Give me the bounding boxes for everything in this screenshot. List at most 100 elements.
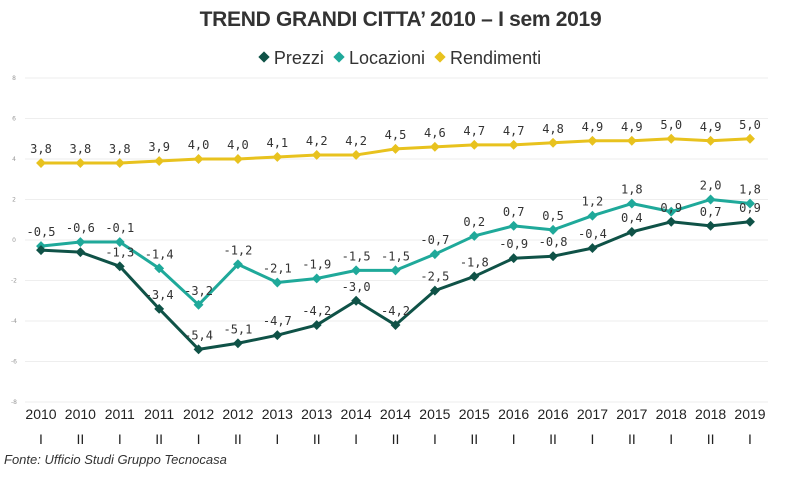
data-label-rendimenti: 4,9	[621, 120, 643, 134]
data-label-rendimenti: 4,0	[188, 138, 210, 152]
data-point-rendimenti	[705, 135, 716, 146]
x-tick-label-semester: I	[748, 431, 752, 447]
data-label-rendimenti: 3,8	[70, 142, 92, 156]
data-label-prezzi: -0,9	[499, 237, 528, 251]
data-point-prezzi	[587, 243, 598, 254]
data-point-prezzi	[232, 338, 243, 349]
data-point-prezzi	[311, 320, 322, 330]
legend: Prezzi Locazioni Rendimenti	[0, 48, 801, 69]
data-label-prezzi: 0,7	[700, 205, 722, 219]
x-tick-label-semester: II	[628, 431, 636, 447]
data-label-locazioni: -0,1	[105, 221, 134, 235]
data-point-locazioni	[351, 265, 362, 276]
data-point-prezzi	[666, 216, 677, 227]
x-tick-label-year: 2017	[577, 406, 608, 422]
data-label-locazioni: 2,0	[700, 179, 722, 193]
data-point-locazioni	[745, 198, 755, 209]
data-point-rendimenti	[36, 158, 46, 168]
data-label-rendimenti: 4,8	[542, 122, 564, 136]
data-label-prezzi: -5,1	[223, 322, 252, 336]
x-tick-label-year: 2014	[380, 406, 411, 422]
x-tick-label-semester: II	[707, 431, 715, 447]
x-tick-label-year: 2014	[341, 406, 372, 422]
data-label-locazioni: -2,1	[263, 262, 292, 276]
data-label-locazioni: -0,5	[27, 225, 56, 239]
x-tick-label-year: 2016	[498, 406, 529, 422]
data-point-locazioni	[548, 224, 559, 235]
x-tick-label-semester: I	[354, 431, 358, 447]
data-point-locazioni	[469, 231, 480, 241]
data-label-locazioni: 1,8	[621, 183, 643, 197]
grid	[25, 77, 768, 403]
data-label-prezzi: -0,8	[539, 235, 568, 249]
data-label-prezzi: -3,4	[145, 288, 174, 302]
data-point-locazioni	[193, 299, 204, 310]
data-point-prezzi	[705, 220, 716, 231]
x-tick-label-year: 2018	[656, 406, 687, 422]
y-tick-label: 6	[12, 116, 16, 123]
data-label-locazioni: 1,8	[739, 183, 761, 197]
data-label-locazioni: 1,2	[582, 195, 604, 209]
data-label-rendimenti: 5,0	[739, 118, 761, 132]
data-point-rendimenti	[469, 139, 480, 150]
x-tick-label-year: 2013	[262, 406, 293, 422]
data-point-prezzi	[745, 216, 755, 227]
data-point-prezzi	[351, 295, 362, 306]
y-tick-label: 8	[12, 75, 16, 82]
data-point-locazioni	[705, 194, 716, 205]
data-point-rendimenti	[311, 150, 322, 160]
data-point-rendimenti	[548, 137, 559, 148]
data-point-prezzi	[36, 245, 46, 256]
data-label-rendimenti: 5,0	[660, 118, 682, 132]
data-point-locazioni	[272, 277, 283, 288]
data-label-prezzi: -4,7	[263, 314, 292, 328]
x-axis: 2010I2010II2011I2011II2012I2012II2013I20…	[25, 406, 765, 447]
data-point-rendimenti	[745, 133, 755, 144]
x-tick-label-year: 2017	[616, 406, 647, 422]
data-label-prezzi: -5,4	[184, 328, 213, 342]
x-tick-label-semester: II	[313, 431, 321, 447]
data-point-rendimenti	[154, 156, 165, 166]
data-label-prezzi: -1,8	[460, 255, 489, 269]
data-point-rendimenti	[232, 154, 243, 164]
y-tick-label: 4	[12, 156, 16, 163]
legend-label: Prezzi	[273, 48, 324, 68]
data-point-prezzi	[626, 226, 637, 237]
legend-label: Locazioni	[348, 48, 426, 68]
data-point-rendimenti	[193, 154, 204, 164]
x-tick-label-semester: I	[669, 431, 673, 447]
x-tick-label-year: 2010	[65, 406, 96, 422]
data-label-prezzi: 0,4	[621, 211, 643, 225]
y-tick-label: 0	[12, 237, 16, 244]
series-group	[36, 133, 755, 355]
x-tick-label-semester: I	[39, 431, 43, 447]
data-point-locazioni	[114, 237, 125, 247]
chart-title: TREND GRANDI CITTA’ 2010 – I sem 2019	[199, 8, 602, 31]
data-label-rendimenti: 4,7	[463, 124, 485, 138]
data-label-prezzi: -4,2	[381, 304, 410, 318]
data-label-rendimenti: 4,9	[700, 120, 722, 134]
data-label-locazioni: 0,5	[542, 209, 564, 223]
data-label-prezzi: 0,9	[739, 201, 761, 215]
data-point-locazioni	[626, 198, 637, 209]
data-label-locazioni: -1,5	[381, 249, 410, 263]
data-label-locazioni: -0,6	[66, 221, 95, 235]
data-point-locazioni	[429, 249, 440, 260]
x-tick-label-semester: II	[470, 431, 478, 447]
x-tick-label-semester: I	[512, 431, 516, 447]
legend-label: Rendimenti	[450, 48, 542, 68]
x-tick-label-semester: II	[76, 431, 84, 447]
data-label-rendimenti: 4,2	[306, 134, 328, 148]
data-point-rendimenti	[351, 150, 362, 160]
data-label-rendimenti: 4,1	[266, 136, 288, 150]
data-point-prezzi	[429, 285, 440, 296]
data-point-locazioni	[390, 265, 401, 276]
source-note: Fonte: Ufficio Studi Gruppo Tecnocasa	[4, 452, 227, 467]
data-label-prezzi: -0,4	[578, 227, 607, 241]
data-label-locazioni: 0,2	[463, 215, 485, 229]
x-tick-label-year: 2012	[222, 406, 253, 422]
data-label-locazioni: -3,2	[184, 284, 213, 298]
data-label-locazioni: -1,5	[342, 249, 371, 263]
data-point-locazioni	[154, 263, 165, 274]
